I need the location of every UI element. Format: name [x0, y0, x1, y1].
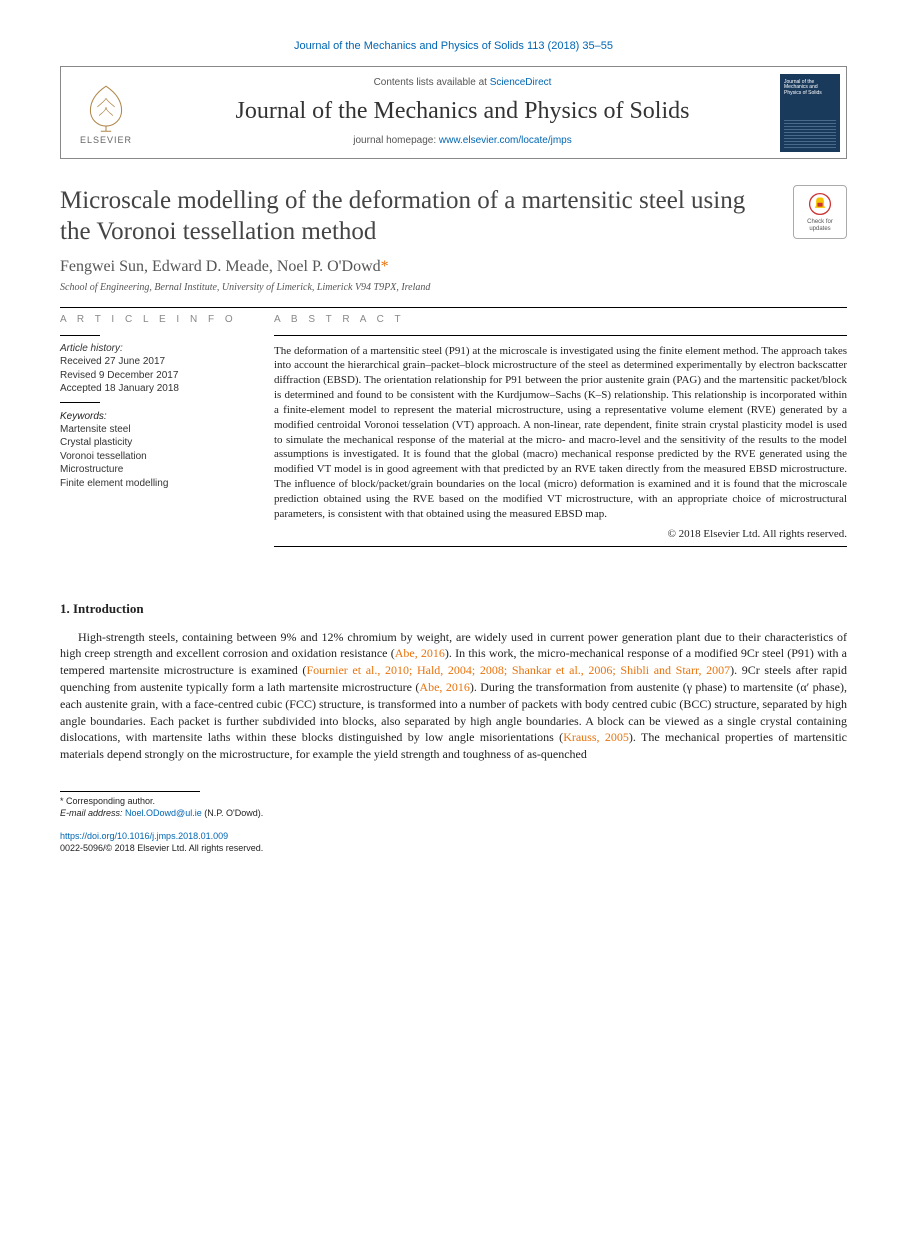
check-updates-badge[interactable]: Check forupdates: [793, 185, 847, 239]
email-suffix: (N.P. O'Dowd).: [202, 808, 264, 818]
homepage-link[interactable]: www.elsevier.com/locate/jmps: [439, 135, 572, 146]
sciencedirect-link[interactable]: ScienceDirect: [490, 77, 552, 88]
contents-prefix: Contents lists available at: [374, 77, 490, 88]
corresponding-label: * Corresponding author.: [60, 796, 847, 808]
contents-available: Contents lists available at ScienceDirec…: [159, 77, 766, 88]
email-link[interactable]: Noel.ODowd@ul.ie: [125, 808, 202, 818]
affiliation: School of Engineering, Bernal Institute,…: [60, 282, 847, 293]
citation-link[interactable]: Abe, 2016: [395, 646, 445, 660]
info-divider: [60, 402, 100, 403]
cover-graphic: [784, 118, 836, 148]
abstract-copyright: © 2018 Elsevier Ltd. All rights reserved…: [274, 528, 847, 540]
journal-reference: Journal of the Mechanics and Physics of …: [60, 40, 847, 52]
article-title: Microscale modelling of the deformation …: [60, 185, 775, 248]
corresponding-author-footnote: * Corresponding author. E-mail address: …: [60, 796, 847, 819]
email-line: E-mail address: Noel.ODowd@ul.ie (N.P. O…: [60, 808, 847, 820]
intro-paragraph: High-strength steels, containing between…: [60, 629, 847, 763]
keywords-label: Keywords:: [60, 411, 246, 422]
updates-badge-text: Check forupdates: [807, 219, 833, 232]
abstract-divider: [274, 335, 847, 336]
authors: Fengwei Sun, Edward D. Meade, Noel P. O'…: [60, 258, 847, 276]
elsevier-text: ELSEVIER: [80, 135, 132, 145]
check-updates-icon: [807, 191, 833, 217]
citation-link[interactable]: Fournier et al., 2010; Hald, 2004; 2008;…: [306, 663, 730, 677]
abstract-column: A B S T R A C T The deformation of a mar…: [274, 314, 847, 553]
keywords-list: Martensite steel Crystal plasticity Voro…: [60, 423, 246, 491]
doi-link[interactable]: https://doi.org/10.1016/j.jmps.2018.01.0…: [60, 831, 847, 843]
history-revised: Revised 9 December 2017: [60, 369, 246, 383]
journal-header: ELSEVIER Contents lists available at Sci…: [60, 66, 847, 159]
journal-title: Journal of the Mechanics and Physics of …: [159, 98, 766, 125]
abstract-heading: A B S T R A C T: [274, 314, 847, 325]
issn-copyright: 0022-5096/© 2018 Elsevier Ltd. All right…: [60, 843, 847, 855]
authors-names: Fengwei Sun, Edward D. Meade, Noel P. O'…: [60, 258, 381, 275]
keyword-item: Finite element modelling: [60, 477, 246, 491]
history-label: Article history:: [60, 342, 246, 356]
journal-homepage: journal homepage: www.elsevier.com/locat…: [159, 135, 766, 146]
keyword-item: Martensite steel: [60, 423, 246, 437]
keyword-item: Voronoi tessellation: [60, 450, 246, 464]
abstract-divider-bottom: [274, 546, 847, 547]
article-info-heading: A R T I C L E I N F O: [60, 314, 246, 325]
cover-title-text: Journal of the Mechanics and Physics of …: [784, 80, 836, 97]
citation-link[interactable]: Krauss, 2005: [563, 730, 629, 744]
keyword-item: Microstructure: [60, 463, 246, 477]
article-info-column: A R T I C L E I N F O Article history: R…: [60, 314, 246, 553]
abstract-text: The deformation of a martensitic steel (…: [274, 344, 847, 522]
history-accepted: Accepted 18 January 2018: [60, 382, 246, 396]
divider: [60, 307, 847, 308]
history-received: Received 27 June 2017: [60, 355, 246, 369]
email-label: E-mail address:: [60, 808, 125, 818]
article-history: Article history: Received 27 June 2017 R…: [60, 342, 246, 396]
corresponding-marker: *: [381, 258, 389, 275]
header-center: Contents lists available at ScienceDirec…: [151, 67, 774, 158]
section-heading-intro: 1. Introduction: [60, 601, 847, 617]
info-abstract-row: A R T I C L E I N F O Article history: R…: [60, 314, 847, 553]
keyword-item: Crystal plasticity: [60, 436, 246, 450]
elsevier-logo: ELSEVIER: [61, 67, 151, 158]
journal-cover-thumbnail: Journal of the Mechanics and Physics of …: [774, 67, 846, 158]
elsevier-tree-icon: [80, 81, 132, 133]
footnote-separator: [60, 791, 200, 792]
citation-link[interactable]: Abe, 2016: [419, 680, 469, 694]
title-row: Microscale modelling of the deformation …: [60, 185, 847, 248]
cover-image: Journal of the Mechanics and Physics of …: [780, 74, 840, 152]
homepage-prefix: journal homepage:: [353, 135, 439, 146]
doi-block: https://doi.org/10.1016/j.jmps.2018.01.0…: [60, 831, 847, 854]
info-divider: [60, 335, 100, 336]
